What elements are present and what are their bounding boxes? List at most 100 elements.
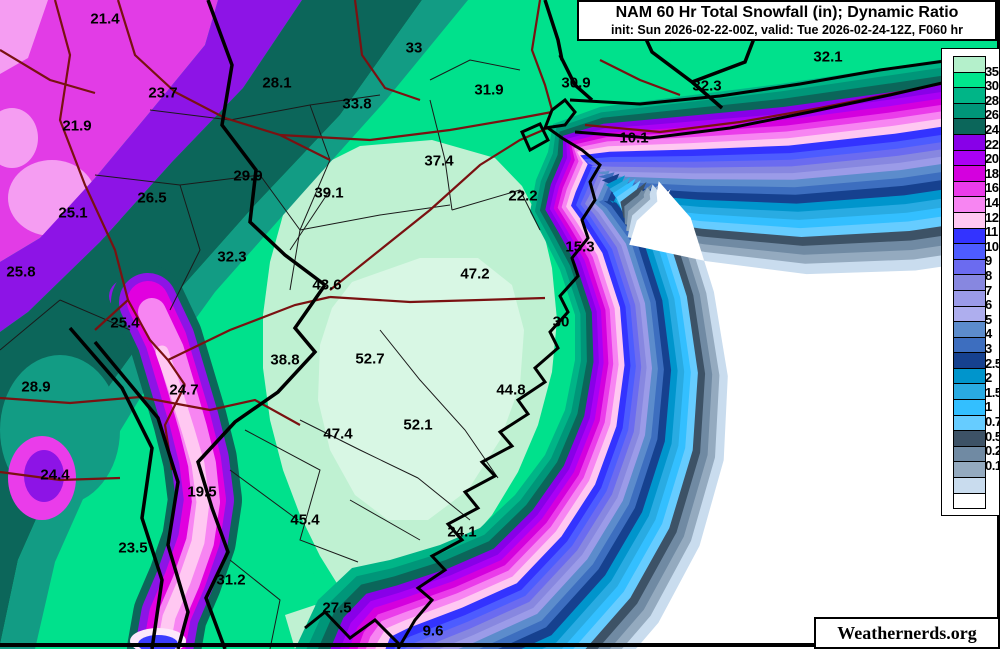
legend-swatch bbox=[953, 196, 986, 213]
map-value-label: 25.4 bbox=[110, 314, 140, 332]
legend-boundary-label: 14 bbox=[985, 195, 999, 210]
legend-swatch bbox=[953, 258, 986, 276]
map-value-label: 24.7 bbox=[169, 381, 199, 399]
map-value-label: 45.4 bbox=[290, 511, 320, 529]
legend-boundary-label: 0.75 bbox=[985, 414, 1000, 429]
legend-boundary-label: 22 bbox=[985, 136, 999, 152]
map-value-label: 43.6 bbox=[312, 276, 342, 294]
county-lines bbox=[0, 59, 541, 649]
legend-boundary-label: 0.1 bbox=[985, 457, 1000, 473]
legend-boundary-label: 6 bbox=[985, 297, 992, 313]
legend-boundary-label: 3 bbox=[985, 341, 992, 356]
legend-swatch bbox=[953, 492, 986, 510]
map-value-label: 28.9 bbox=[21, 378, 51, 396]
legend-swatch bbox=[953, 430, 986, 447]
map-value-label: 38.8 bbox=[270, 351, 300, 369]
legend-boundary-label: 4 bbox=[985, 326, 992, 342]
legend-boundary-label: 2.5 bbox=[985, 355, 1000, 371]
map-value-label: 44.8 bbox=[496, 381, 526, 399]
map-value-label: 10.1 bbox=[619, 129, 649, 147]
map-value-label: 37.4 bbox=[424, 152, 454, 170]
legend-swatch bbox=[953, 336, 986, 354]
legend-swatch bbox=[953, 227, 986, 245]
map-value-label: 30 bbox=[552, 313, 570, 331]
coastal-gradient-bands bbox=[295, 51, 1000, 649]
legend-swatch bbox=[953, 305, 986, 323]
legend-swatch bbox=[953, 367, 986, 385]
map-value-label: 47.4 bbox=[323, 425, 353, 443]
legend-swatch bbox=[953, 133, 986, 151]
legend-boundary-label: 35 bbox=[985, 63, 999, 79]
legend-swatch bbox=[953, 414, 986, 432]
legend-boundary-label: 16 bbox=[985, 180, 999, 196]
legend-boundary-label: 12 bbox=[985, 209, 999, 225]
map-value-label: 33.8 bbox=[342, 95, 372, 113]
map-value-label: 52.1 bbox=[403, 416, 433, 434]
legend-swatch bbox=[953, 399, 986, 416]
map-value-label: 31.9 bbox=[474, 81, 504, 99]
legend-swatch bbox=[953, 243, 986, 260]
map-value-label: 22.2 bbox=[508, 187, 538, 205]
map-value-label: 32.3 bbox=[217, 248, 247, 266]
legend-boundary-label: 1.5 bbox=[985, 384, 1000, 400]
legend-swatch bbox=[953, 289, 986, 307]
title-box: NAM 60 Hr Total Snowfall (in); Dynamic R… bbox=[577, 0, 997, 41]
map-value-label: 9.6 bbox=[422, 622, 444, 640]
legend-boundary-label: 18 bbox=[985, 165, 999, 181]
legend-swatch bbox=[953, 118, 986, 135]
legend-swatch bbox=[953, 149, 986, 167]
legend-swatch bbox=[953, 87, 986, 104]
legend-swatch bbox=[953, 102, 986, 120]
legend-boundary-label: 0.25 bbox=[985, 443, 1000, 459]
legend-boundary-label: 11 bbox=[985, 224, 998, 240]
legend-swatch bbox=[953, 56, 986, 73]
legend-boundary-label: 5 bbox=[985, 311, 992, 327]
map-value-label: 30.9 bbox=[561, 74, 591, 92]
map-value-label: 31.2 bbox=[216, 571, 246, 589]
legend-boundary-label: 1 bbox=[985, 399, 992, 415]
legend-swatch bbox=[953, 321, 986, 338]
legend-boundary-label: 10 bbox=[985, 238, 999, 254]
map-value-label: 27.5 bbox=[322, 599, 352, 617]
map-value-label: 19.5 bbox=[187, 483, 217, 501]
map-value-label: 39.1 bbox=[314, 184, 344, 202]
map-title: NAM 60 Hr Total Snowfall (in); Dynamic R… bbox=[615, 4, 959, 21]
legend-swatch bbox=[953, 461, 986, 479]
legend-swatch bbox=[953, 274, 986, 291]
legend-boundary-label: 28 bbox=[985, 92, 999, 108]
map-value-label: 47.2 bbox=[460, 265, 490, 283]
legend-swatch bbox=[953, 71, 986, 89]
map-value-label: 21.4 bbox=[90, 10, 120, 28]
legend-swatch-column bbox=[953, 56, 986, 510]
snowfall-legend: 35 30 28 26 24 22 20 18 16 14 12 11 10 9 8 7 6 5 4 3 2.5 2 1.5… bbox=[941, 48, 1000, 516]
map-value-label: 24.1 bbox=[447, 523, 477, 541]
map-value-label: 28.1 bbox=[262, 74, 292, 92]
gradient-band bbox=[629, 181, 1000, 649]
map-value-label: 33 bbox=[405, 39, 423, 57]
map-value-label: 32.1 bbox=[813, 48, 843, 66]
map-init-valid-times: init: Sun 2026-02-22-00Z, valid: Tue 202… bbox=[611, 23, 963, 37]
map-value-label: 25.1 bbox=[58, 204, 88, 222]
legend-boundary-label: 7 bbox=[985, 282, 992, 298]
map-value-label: 21.9 bbox=[62, 117, 92, 135]
map-value-label: 24.4 bbox=[40, 466, 70, 484]
legend-swatch bbox=[953, 165, 986, 182]
watermark-text: Weathernerds.org bbox=[837, 622, 977, 643]
legend-swatch bbox=[953, 180, 986, 198]
map-value-label: 29.9 bbox=[233, 167, 263, 185]
legend-boundary-label: 2 bbox=[985, 370, 992, 386]
map-value-label: 15.3 bbox=[565, 238, 595, 256]
watermark-box: Weathernerds.org bbox=[814, 617, 1000, 649]
legend-swatch bbox=[953, 211, 986, 229]
map-value-label: 23.7 bbox=[148, 84, 178, 102]
legend-boundary-label: 8 bbox=[985, 268, 992, 283]
legend-swatch bbox=[953, 445, 986, 463]
legend-boundary-label: 9 bbox=[985, 253, 992, 269]
map-value-label: 32.3 bbox=[692, 77, 722, 95]
legend-boundary-label: 20 bbox=[985, 151, 999, 167]
legend-swatch bbox=[953, 352, 986, 369]
map-value-label: 26.5 bbox=[137, 189, 167, 207]
legend-boundary-label: 30 bbox=[985, 78, 999, 94]
